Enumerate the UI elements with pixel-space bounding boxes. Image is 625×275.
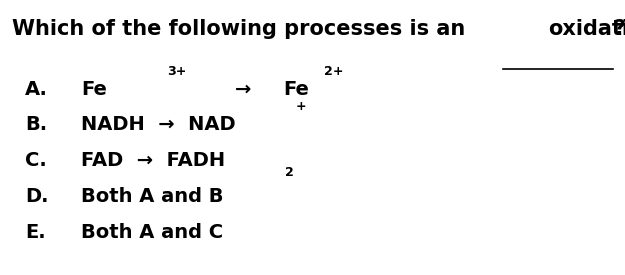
Text: 3+: 3+ (167, 65, 186, 78)
Text: Fe: Fe (81, 80, 107, 99)
Text: →: → (234, 80, 251, 99)
Text: Fe: Fe (284, 80, 309, 99)
Text: oxidation: oxidation (548, 19, 625, 39)
Text: D.: D. (25, 187, 49, 206)
Text: A.: A. (25, 80, 48, 99)
Text: +: + (296, 100, 306, 113)
Text: Both A and C: Both A and C (81, 223, 223, 242)
Text: E.: E. (25, 223, 46, 242)
Text: Which of the following processes is an: Which of the following processes is an (12, 19, 473, 39)
Text: ?: ? (613, 19, 625, 39)
Text: 2+: 2+ (324, 65, 343, 78)
Text: C.: C. (25, 151, 47, 170)
Text: 2: 2 (285, 166, 294, 179)
Text: NADH  →  NAD: NADH → NAD (81, 116, 236, 134)
Text: FAD  →  FADH: FAD → FADH (81, 151, 226, 170)
Text: B.: B. (25, 116, 47, 134)
Text: Both A and B: Both A and B (81, 187, 224, 206)
